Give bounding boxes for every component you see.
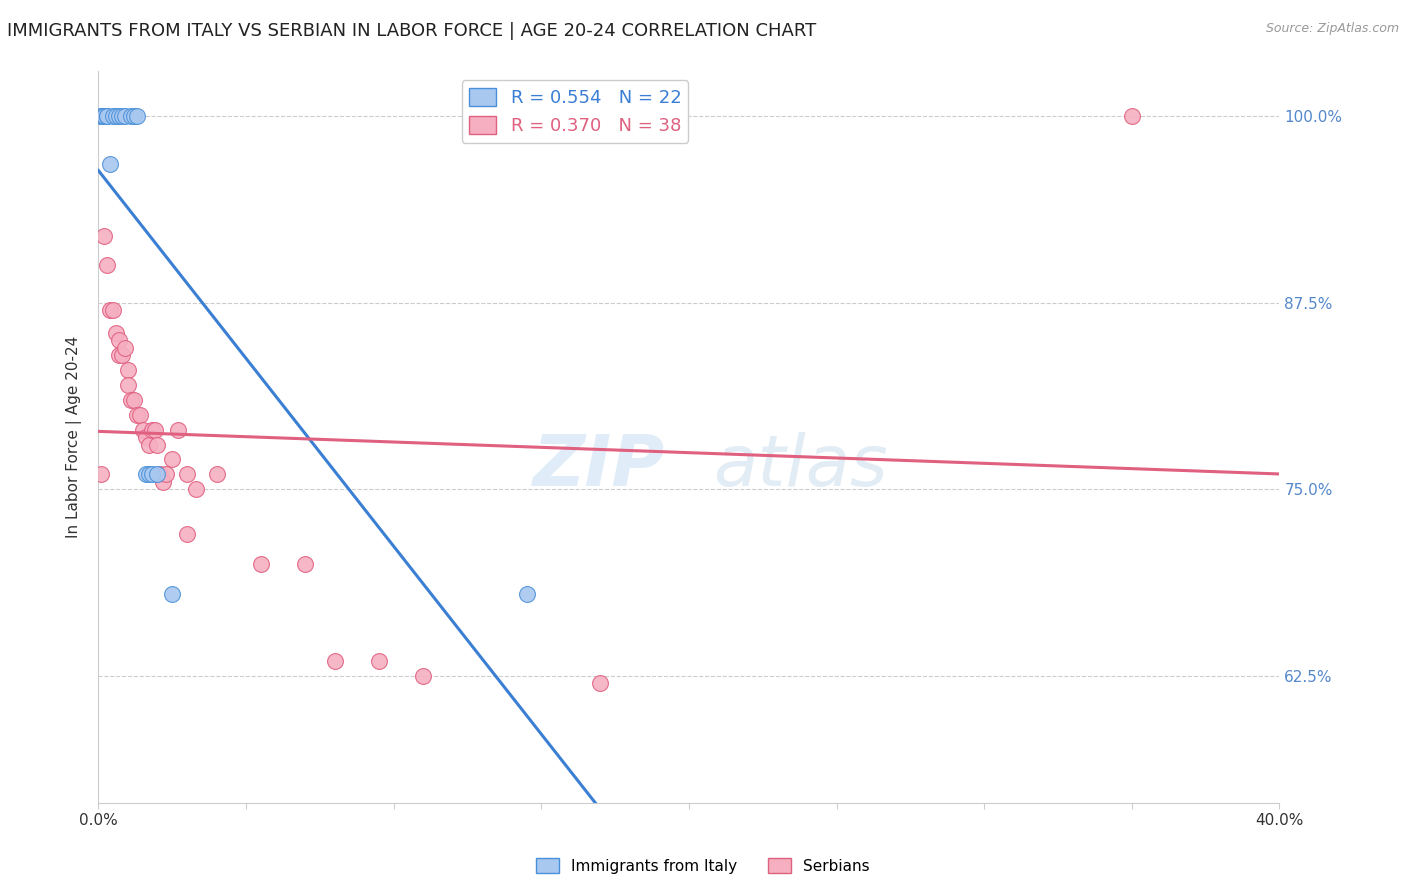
Text: ZIP: ZIP — [533, 432, 665, 500]
Point — [125, 408, 148, 422]
Text: atlas: atlas — [713, 432, 887, 500]
Point — [135, 467, 157, 482]
Point — [98, 157, 121, 171]
Point — [125, 109, 148, 123]
Point — [111, 348, 134, 362]
Point — [155, 467, 177, 482]
Point — [323, 654, 346, 668]
Point — [105, 326, 128, 340]
Point — [96, 109, 118, 123]
Point — [205, 467, 228, 482]
Point — [1121, 109, 1143, 123]
Legend: R = 0.554   N = 22, R = 0.370   N = 38: R = 0.554 N = 22, R = 0.370 N = 38 — [461, 80, 689, 143]
Point — [250, 557, 273, 571]
Point — [114, 109, 136, 123]
Point — [90, 109, 112, 123]
Point — [184, 483, 207, 497]
Point — [138, 437, 160, 451]
Point — [162, 587, 183, 601]
Point — [368, 654, 391, 668]
Point — [117, 363, 139, 377]
Point — [167, 423, 190, 437]
Point — [96, 109, 118, 123]
Point — [162, 452, 183, 467]
Point — [122, 109, 145, 123]
Point — [146, 467, 169, 482]
Point — [176, 467, 198, 482]
Point — [93, 109, 115, 123]
Point — [114, 341, 136, 355]
Point — [120, 109, 142, 123]
Point — [111, 109, 134, 123]
Point — [117, 377, 139, 392]
Point — [515, 587, 537, 601]
Point — [138, 467, 160, 482]
Point — [108, 109, 131, 123]
Legend: Immigrants from Italy, Serbians: Immigrants from Italy, Serbians — [530, 852, 876, 880]
Point — [149, 467, 172, 482]
Point — [412, 669, 434, 683]
Point — [132, 423, 155, 437]
Point — [93, 109, 115, 123]
Point — [294, 557, 316, 571]
Point — [96, 259, 118, 273]
Point — [120, 392, 142, 407]
Point — [122, 392, 145, 407]
Point — [152, 475, 174, 489]
Point — [176, 527, 198, 541]
Point — [105, 109, 128, 123]
Point — [93, 228, 115, 243]
Point — [90, 109, 112, 123]
Point — [135, 430, 157, 444]
Point — [128, 408, 150, 422]
Point — [103, 109, 125, 123]
Text: Source: ZipAtlas.com: Source: ZipAtlas.com — [1265, 22, 1399, 36]
Point — [93, 109, 115, 123]
Point — [143, 423, 166, 437]
Point — [90, 467, 112, 482]
Point — [103, 303, 125, 318]
Point — [141, 423, 163, 437]
Point — [141, 467, 163, 482]
Point — [108, 348, 131, 362]
Point — [146, 437, 169, 451]
Y-axis label: In Labor Force | Age 20-24: In Labor Force | Age 20-24 — [66, 336, 83, 538]
Point — [108, 333, 131, 347]
Text: IMMIGRANTS FROM ITALY VS SERBIAN IN LABOR FORCE | AGE 20-24 CORRELATION CHART: IMMIGRANTS FROM ITALY VS SERBIAN IN LABO… — [7, 22, 817, 40]
Point — [589, 676, 612, 690]
Point — [98, 303, 121, 318]
